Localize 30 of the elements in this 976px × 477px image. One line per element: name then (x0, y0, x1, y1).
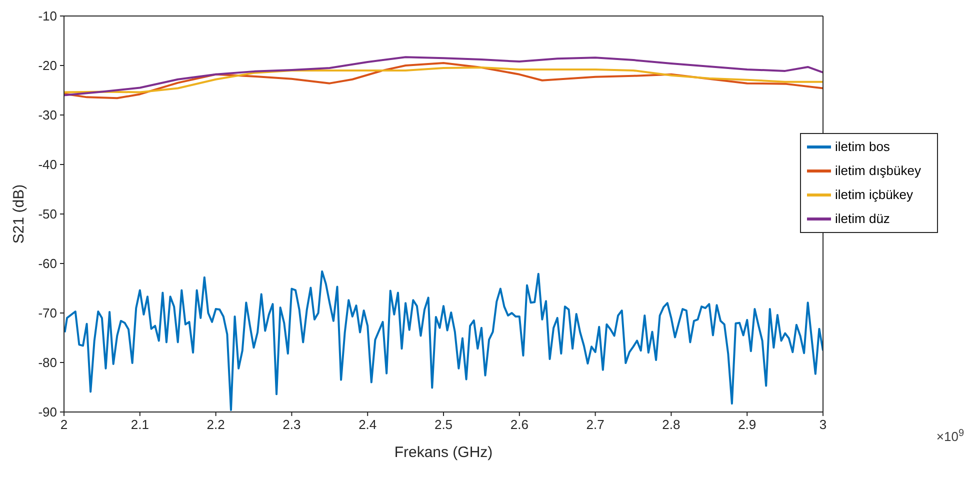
y-tick-label: -30 (38, 108, 57, 123)
line-series (64, 62, 824, 100)
y-tick-label: -20 (38, 58, 57, 74)
x-tick-label: 2.2 (206, 417, 225, 432)
x-tick-label: 2.7 (586, 417, 604, 432)
x-tick-label: 2.8 (662, 417, 680, 432)
y-tick-label: -90 (38, 404, 57, 420)
x-tick-label: 2.3 (282, 417, 301, 432)
legend-label: iletim düz (835, 211, 890, 226)
legend-label: iletim bos (835, 139, 890, 154)
x-tick-label: 3 (819, 417, 827, 432)
line-series (64, 56, 824, 96)
y-tick-label: -50 (38, 206, 57, 222)
line-series (64, 66, 824, 94)
y-tick-label: -60 (38, 256, 57, 272)
y-tick-label: -40 (38, 157, 57, 172)
legend-label: iletim içbükey (835, 187, 914, 202)
x-axis-title: Frekans (GHz) (394, 444, 493, 461)
text: ×10$^{9}$ (936, 428, 964, 444)
y-axis-title: S21 (dB) (10, 184, 28, 244)
x-tick-label: 2.9 (738, 417, 756, 432)
x-tick-label: 2.4 (358, 417, 377, 432)
x-tick-label: 2.5 (434, 417, 453, 432)
x-tick-label: 2 (60, 417, 68, 432)
legend-label: iletim dışbükey (835, 163, 921, 178)
y-tick-label: -70 (38, 306, 57, 321)
y-tick-label: -80 (38, 355, 57, 370)
x-tick-label: 2.1 (130, 417, 149, 432)
y-tick-label: -10 (38, 8, 57, 24)
x-tick-label: 2.6 (510, 417, 528, 432)
